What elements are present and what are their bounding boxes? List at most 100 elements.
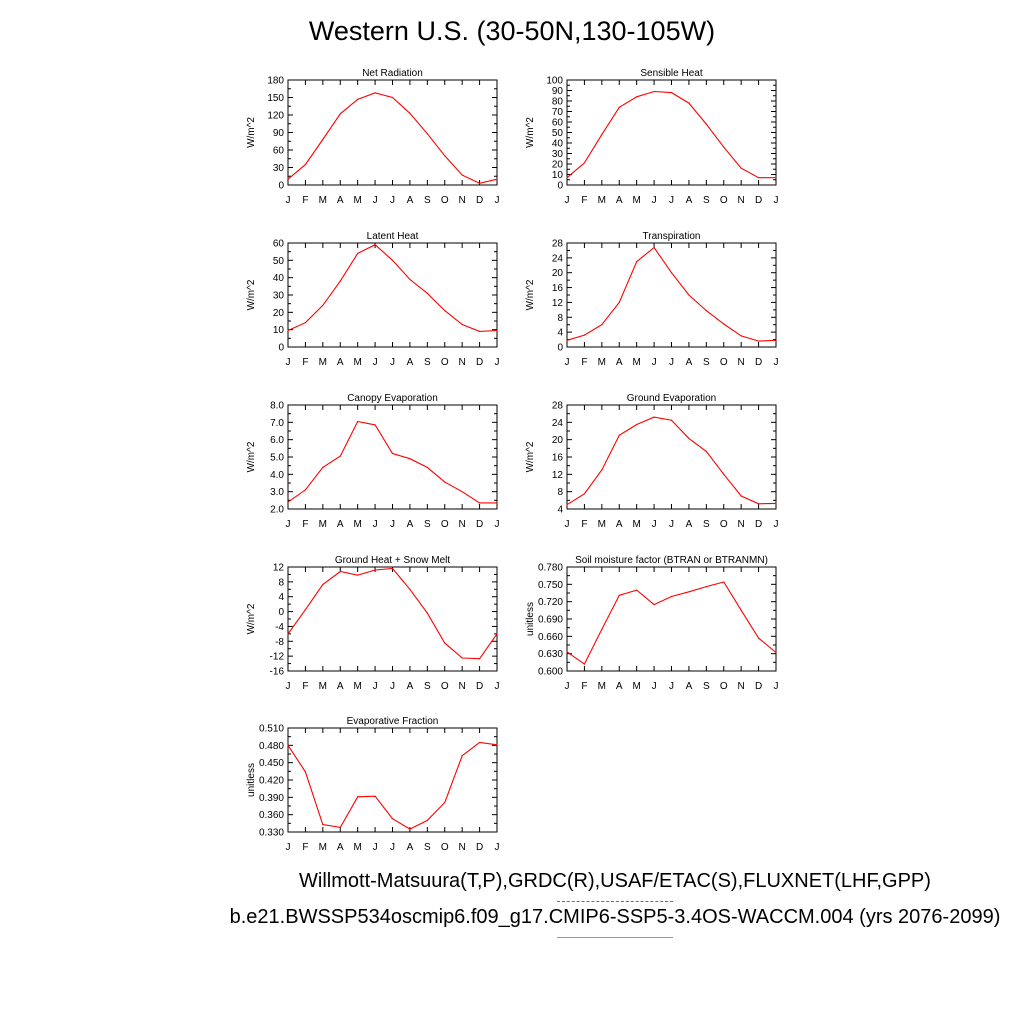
data-point (740, 609, 742, 611)
x-tick-label: J (373, 842, 378, 853)
data-point (723, 323, 725, 325)
y-tick-label: 0.480 (259, 741, 284, 752)
x-tick-label: M (319, 357, 327, 368)
x-tick-label: J (669, 195, 674, 206)
y-tick-label: 30 (273, 163, 285, 174)
data-point (409, 588, 411, 590)
x-tick-label: F (581, 681, 587, 692)
y-tick-label: 10 (552, 170, 564, 181)
x-tick-label: D (476, 681, 483, 692)
y-tick-label: 0.630 (538, 649, 563, 660)
series-line (287, 244, 498, 332)
x-tick-label: J (286, 195, 291, 206)
data-point (496, 329, 498, 332)
panel-title: Evaporative Fraction (347, 716, 439, 727)
x-tick-label: M (353, 519, 361, 530)
data-point (636, 423, 638, 426)
x-tick-label: O (720, 357, 728, 368)
x-tick-label: M (598, 519, 606, 530)
panel-title: Soil moisture factor (BTRAN or BTRANMN) (575, 555, 768, 566)
x-tick-label: M (353, 195, 361, 206)
data-point (618, 301, 620, 304)
data-point (496, 744, 498, 746)
y-axis-label: W/m^2 (525, 441, 536, 472)
x-tick-label: A (337, 842, 344, 853)
x-tick-label: S (424, 681, 431, 692)
x-tick-label: J (495, 519, 500, 530)
y-tick-label: 50 (273, 256, 285, 267)
y-tick-label: 4 (557, 328, 563, 339)
data-point (583, 162, 586, 164)
data-point (339, 280, 341, 282)
x-tick-label: S (424, 195, 431, 206)
y-tick-label: 7.0 (270, 418, 284, 429)
x-tick-label: O (720, 195, 728, 206)
data-point (426, 819, 428, 822)
x-tick-label: A (337, 195, 344, 206)
y-tick-label: 80 (552, 97, 564, 108)
data-point (357, 574, 359, 576)
x-tick-label: J (774, 195, 779, 206)
y-tick-label: 16 (552, 283, 564, 294)
y-tick-label: 0.390 (259, 793, 284, 804)
x-tick-label: J (390, 195, 395, 206)
plot-frame (287, 727, 498, 833)
x-tick-label: N (738, 519, 745, 530)
data-point (409, 278, 411, 280)
y-axis-label: W/m^2 (246, 441, 257, 472)
chart-panel: Canopy Evaporation 2.0 3.0 4.0 5.0 6.0 7.0 8.0 W… (246, 393, 500, 530)
y-tick-label: 20 (273, 308, 285, 319)
x-tick-label: O (441, 519, 449, 530)
data-point (618, 434, 620, 436)
plot-frame (287, 242, 498, 348)
x-tick-label: A (407, 519, 414, 530)
panel-title: Latent Heat (367, 231, 419, 242)
y-tick-label: 0 (557, 181, 563, 192)
data-point (670, 272, 673, 274)
x-tick-label: D (755, 357, 762, 368)
x-tick-label: J (286, 519, 291, 530)
data-point (374, 795, 376, 797)
y-tick-label: 60 (273, 239, 285, 250)
y-tick-label: 60 (552, 118, 564, 129)
x-tick-label: J (286, 357, 291, 368)
y-tick-label: 8 (557, 313, 563, 324)
x-tick-label: A (407, 681, 414, 692)
y-tick-label: 60 (273, 146, 285, 157)
data-point (287, 329, 289, 332)
y-tick-label: 24 (552, 418, 564, 429)
data-point (740, 495, 742, 497)
y-axis-label: W/m^2 (525, 279, 536, 310)
y-axis-label: unitless (525, 602, 536, 636)
y-tick-label: 4.0 (270, 470, 284, 481)
x-tick-label: N (738, 195, 745, 206)
x-tick-label: J (669, 357, 674, 368)
plot-frame (287, 79, 498, 186)
x-tick-label: J (373, 357, 378, 368)
x-tick-label: S (424, 519, 431, 530)
data-point (304, 771, 307, 773)
y-tick-label: 6.0 (270, 435, 284, 446)
y-axis-label: W/m^2 (525, 117, 536, 148)
data-point (391, 259, 394, 261)
data-point (688, 102, 690, 104)
legend-solid-line (557, 937, 673, 938)
series-line (287, 741, 498, 830)
y-tick-label: 40 (552, 139, 564, 150)
x-tick-label: N (459, 357, 466, 368)
y-tick-label: 30 (552, 149, 564, 160)
data-point (670, 92, 673, 94)
x-tick-label: F (581, 357, 587, 368)
panel-title: Ground Heat + Snow Melt (335, 555, 451, 566)
x-tick-label: J (495, 842, 500, 853)
y-tick-label: 28 (552, 401, 564, 412)
y-tick-label: 100 (546, 76, 563, 87)
data-point (740, 167, 742, 169)
x-tick-label: F (302, 357, 308, 368)
x-tick-label: S (424, 357, 431, 368)
x-tick-label: S (424, 842, 431, 853)
x-tick-label: S (703, 519, 710, 530)
x-tick-label: J (373, 681, 378, 692)
data-point (478, 502, 481, 504)
